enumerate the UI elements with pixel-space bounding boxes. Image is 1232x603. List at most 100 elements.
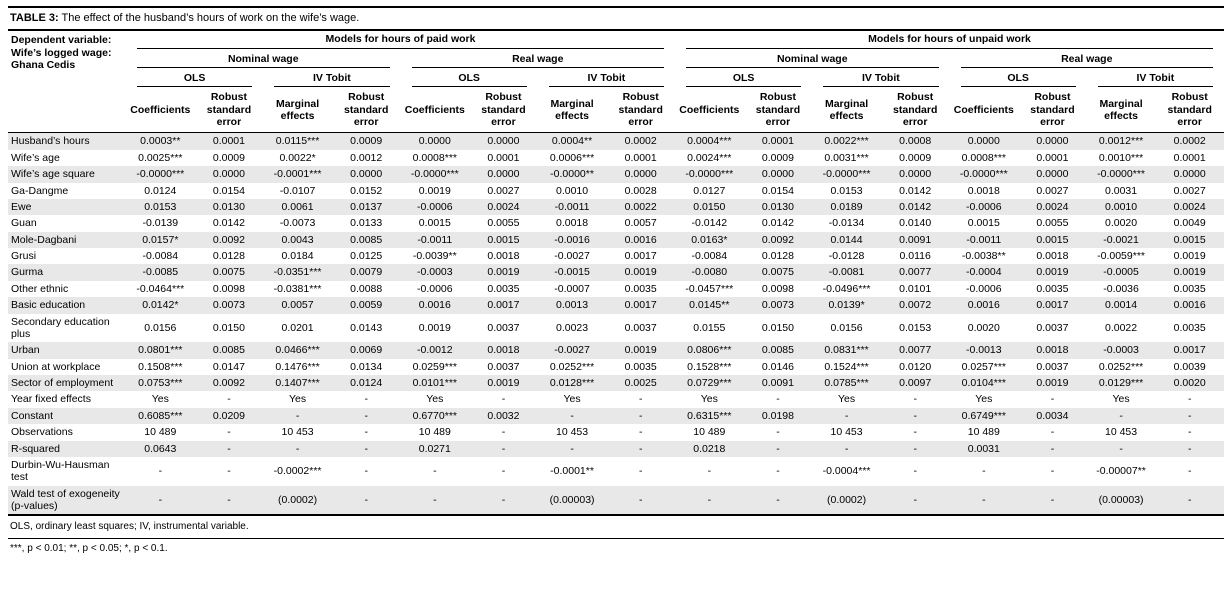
cell-value: 0.0097 [899,377,932,390]
cell-value: -0.0005 [1103,266,1139,279]
cell-value: Yes [426,393,444,406]
cell-value: 0.0012 [350,151,383,164]
table-row: Guan -0.0139 0.0142 -0.0073 0.0133 0.0015 0.00… [8,215,1224,231]
cell-value: - [1119,409,1123,422]
cell-value: - [1187,393,1192,406]
cell-value: 0.0145** [689,299,730,312]
cell-value: 0.1528*** [687,360,732,373]
cell-value: 0.0019 [624,344,657,357]
cell-value: 0.0008*** [412,151,457,164]
cell-value: 0.0198 [761,409,794,422]
cell-value: 0.0057 [281,299,314,312]
cell-value: 0.0137 [350,200,383,213]
cell-value: Yes [151,393,169,406]
cell-value: - [606,485,675,517]
cell-value: 0.0153 [830,184,863,197]
regression-table: Dependent variable: Wife’s logged wage: … [8,31,1224,517]
column-header-coefficients: Coefficients [126,89,195,134]
cell-value: 0.0140 [899,217,932,230]
cell-value: Yes [700,393,718,406]
table-row: Union at workplace 0.1508*** 0.0147 0.1476*… [8,359,1224,375]
cell-value: 0.0128 [212,250,245,263]
cell-value: - [364,426,368,439]
cell-value: -0.0027 [554,344,590,357]
cell-value: 0.0075 [212,266,245,279]
dependent-variable-label: Dependent variable: Wife’s logged wage: … [8,31,126,134]
column-header-robust-se: Robust standard error [1155,89,1224,134]
cell-value: 0.0000 [624,168,657,181]
cell-value: - [638,409,643,422]
cell-value: 0.0091 [761,377,794,390]
cell-value: -0.0006 [417,200,453,213]
cell-value: 0.0000 [1036,135,1069,148]
cell-value: Yes [837,393,856,406]
cell-value: - [1187,442,1192,455]
cell-value: 0.0019 [1173,266,1206,279]
cell-value: 0.0001 [761,135,794,148]
cell-value: 0.0252*** [549,360,595,373]
cell-value: 0.0049 [1173,217,1206,230]
cell-value: 0.0019 [1036,377,1069,390]
cell-value: 0.0008 [899,135,932,148]
cell-value: -0.0084 [691,250,728,263]
cell-value: 0.0006*** [549,151,595,164]
row-label: Gurma [11,266,44,279]
table-row: Husband’s hours 0.0003** 0.0001 0.0115*** 0.… [8,132,1224,150]
cell-value: - [1050,426,1055,439]
cell-value: 0.0098 [761,282,794,295]
cell-value: 0.0018 [487,250,520,263]
cell-value: - [913,426,917,439]
cell-value: -0.0000*** [1097,168,1145,181]
cell-value: - [638,465,643,478]
cell-value: 0.0156 [144,321,177,334]
cell-value: 0.0014 [1105,299,1138,312]
cell-value: 0.0154 [212,184,245,197]
cell-value: 0.1476*** [275,360,320,373]
table-title-text: The effect of the husband’s hours of wor… [61,12,360,24]
cell-value: - [913,442,917,455]
cell-value: 0.0806*** [687,344,732,357]
cell-value: 0.0019 [418,321,451,334]
cell-value: 0.0466*** [275,344,320,357]
cell-value: -0.0039** [412,250,457,263]
cell-value: - [433,465,437,478]
cell-value: 0.0037 [1036,360,1069,373]
column-header-robust-se: Robust standard error [1018,89,1087,134]
cell-value: 0.0019 [1036,266,1069,279]
cell-value: -0.0006 [966,282,1002,295]
cell-value: - [1119,442,1123,455]
table-row: Sector of employment 0.0753*** 0.0092 0.140… [8,375,1224,392]
row-label: Observations [11,426,73,439]
table-row: R-squared 0.0643 - - - 0.0271 - - - 0.0218 - - - 0.00… [8,440,1224,457]
cell-value: 0.0020 [1173,377,1206,390]
cell-value: 10 489 [693,426,726,439]
row-label: Basic education [11,299,86,312]
cell-value: Yes [1112,393,1130,406]
cell-value: 0.0059 [350,299,383,312]
row-label: Union at workplace [11,360,101,373]
cell-value: 0.0037 [487,321,520,334]
cell-value: - [913,409,917,422]
cell-value: -0.0081 [828,266,865,279]
cell-value: 0.0004** [551,135,593,148]
cell-value: 0.0001 [1036,151,1069,164]
cell-value: - [1187,426,1192,439]
cell-value: 0.0124 [144,184,177,197]
cell-value: 0.0018 [556,217,589,230]
cell-value: -0.0011 [417,233,453,246]
cell-value: -0.0012 [417,344,453,357]
column-header-robust-se: Robust standard error [331,89,401,134]
cell-value: 0.0153 [144,200,177,213]
row-label: Wald test of exogeneity (p-values) [8,485,126,517]
row-label: Grusi [11,250,37,263]
cell-value: 0.0015 [967,217,1000,230]
cell-value: - [844,409,849,422]
cell-value: 0.0128 [761,250,794,263]
cell-value: (0.0002) [263,485,332,517]
cell-value: 0.0271 [418,442,451,455]
cell-value: - [501,393,506,406]
cell-value: - [227,442,231,455]
cell-value: -0.0080 [691,266,728,279]
cell-value: - [913,465,917,478]
cell-value: 10 453 [556,426,589,439]
